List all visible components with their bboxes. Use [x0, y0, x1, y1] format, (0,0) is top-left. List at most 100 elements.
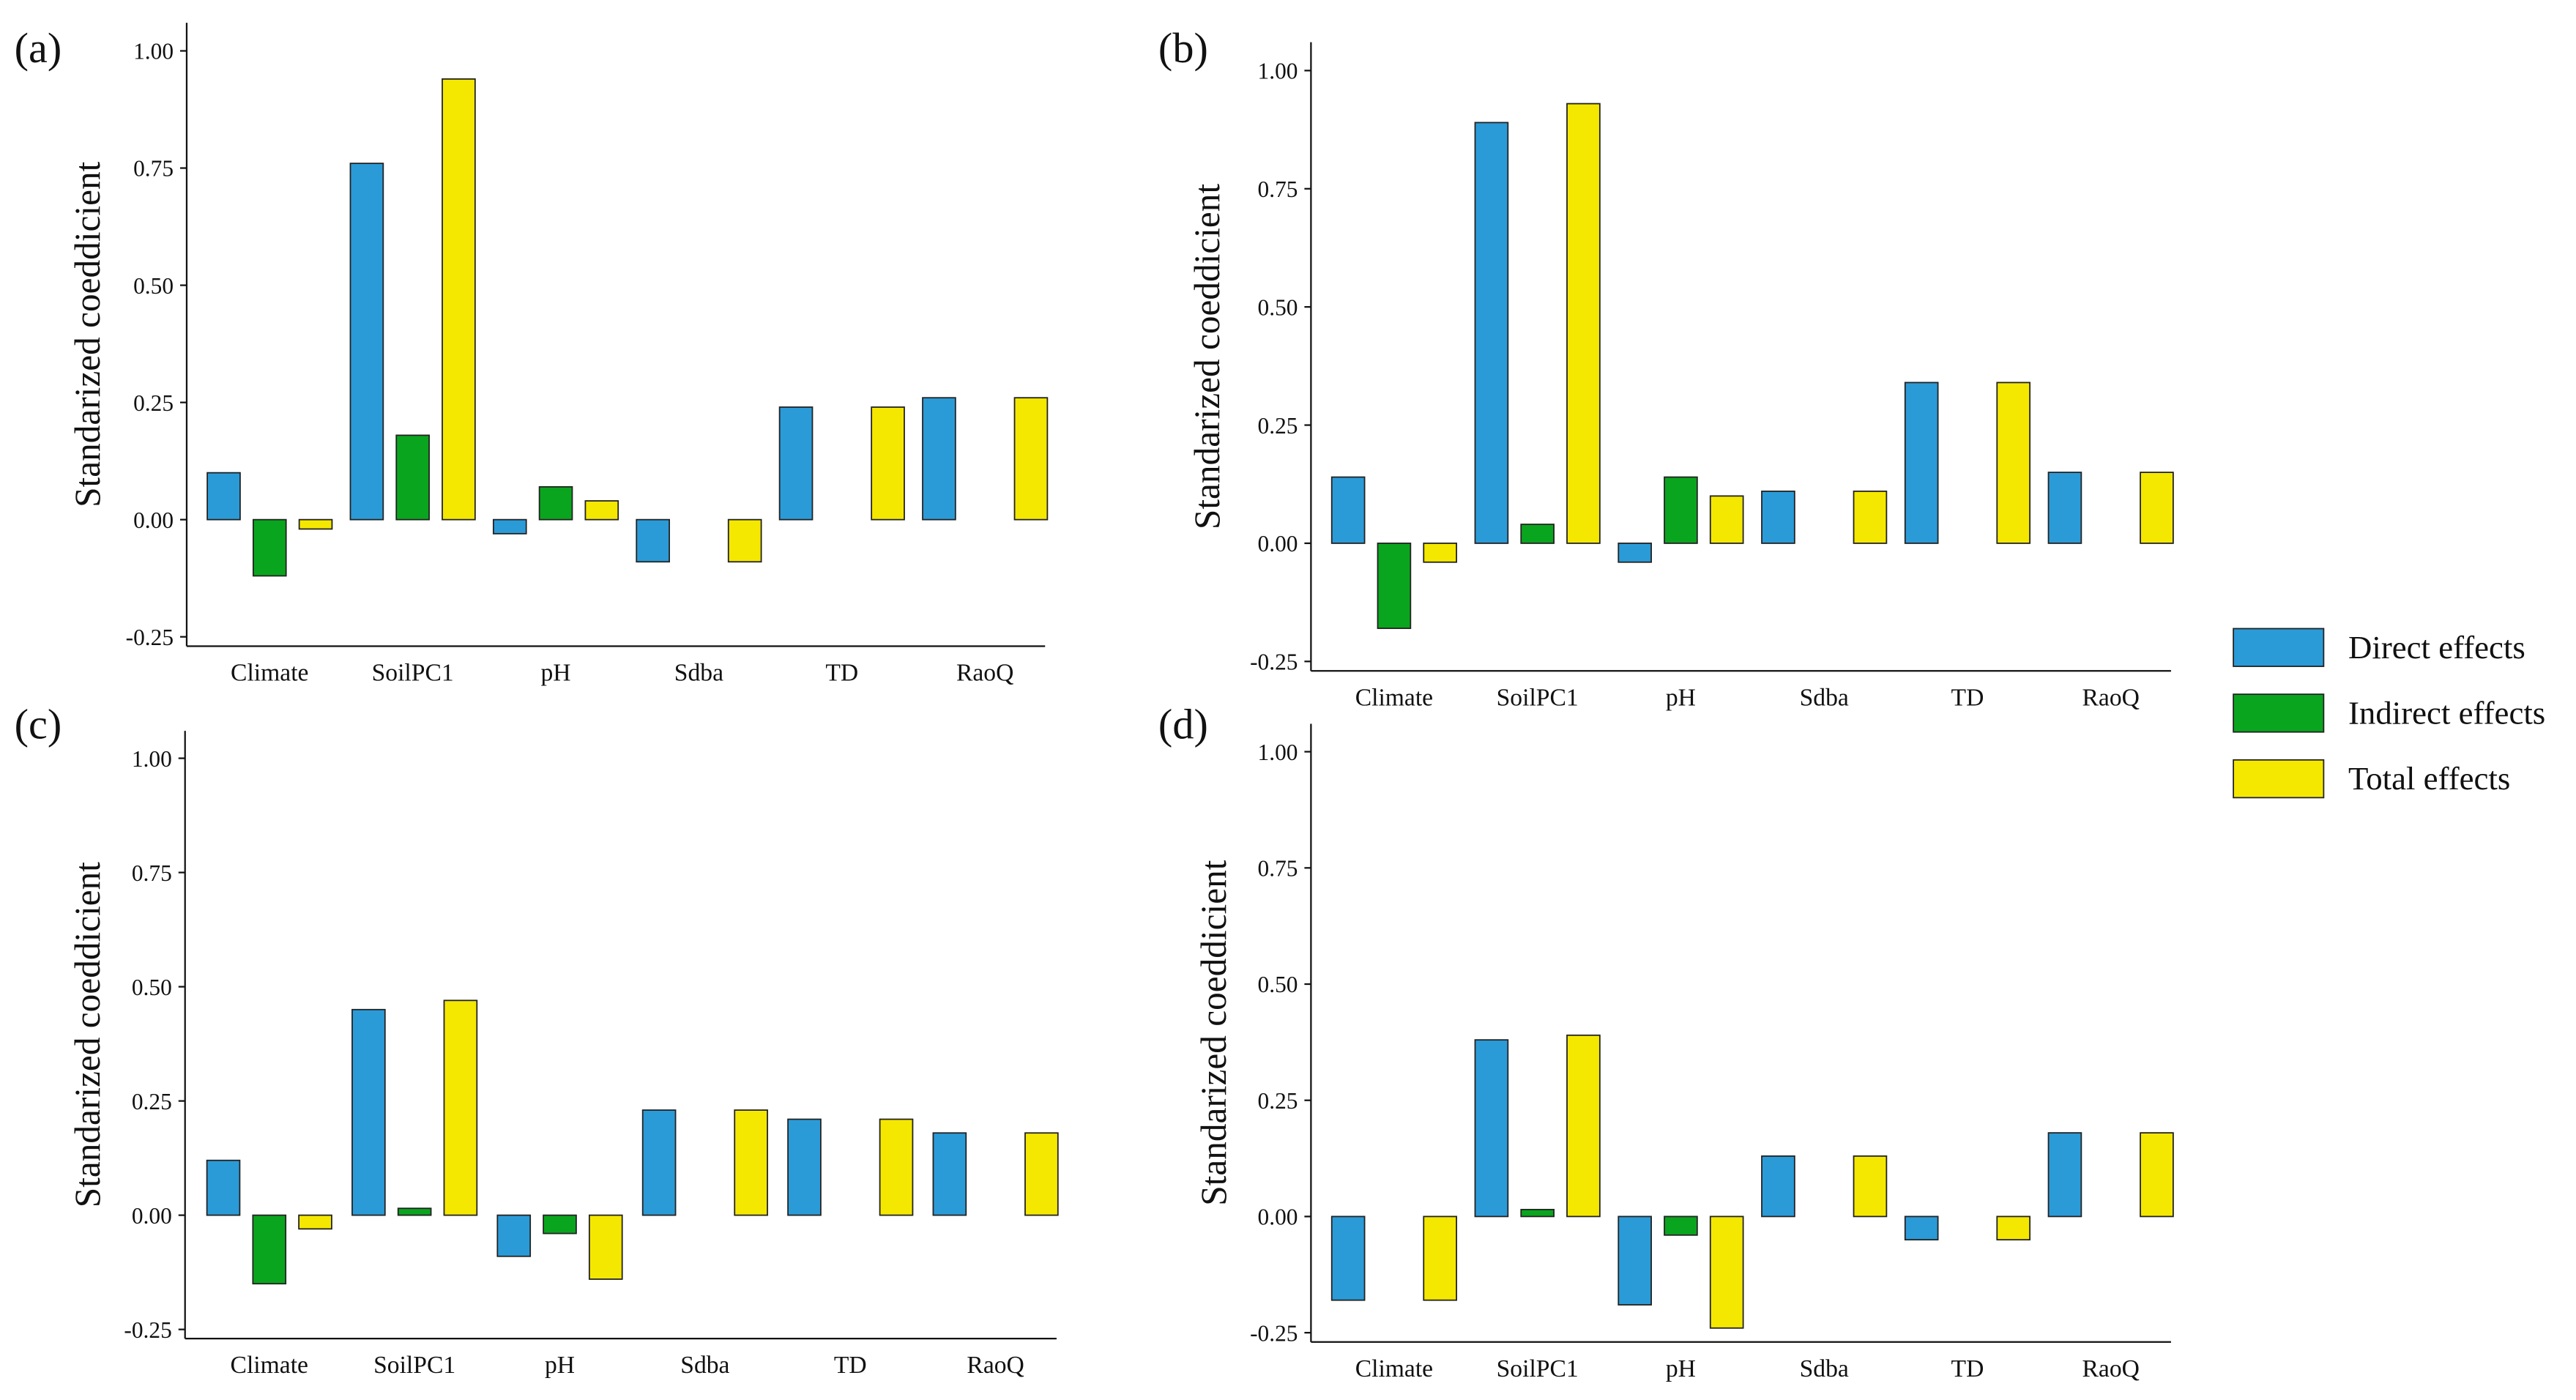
- bar: [298, 1214, 332, 1230]
- bar: [1377, 543, 1412, 630]
- bar: [349, 163, 384, 521]
- x-tick-label: pH: [541, 660, 571, 687]
- bar: [1996, 1215, 2031, 1241]
- bar: [1761, 1155, 1795, 1218]
- bar: [1664, 476, 1698, 544]
- bar: [2140, 1132, 2174, 1218]
- x-tick-label: Climate: [231, 660, 308, 687]
- bar: [1853, 491, 1888, 544]
- y-tick-label: 0.75: [1258, 856, 1298, 882]
- y-tick-label: -0.25: [1250, 1320, 1298, 1346]
- panel-label: (d): [1158, 701, 1208, 748]
- bar: [584, 500, 619, 521]
- y-axis-label: Standarized coeddicient: [67, 161, 108, 507]
- bar: [351, 1008, 386, 1216]
- bar: [1330, 476, 1366, 544]
- panel-label: (b): [1158, 24, 1208, 72]
- bar: [1566, 1034, 1601, 1218]
- x-tick-label: Sdba: [1800, 684, 1849, 711]
- x-tick-label: Climate: [1355, 1355, 1433, 1382]
- bar: [588, 1214, 623, 1280]
- bar: [496, 1214, 532, 1257]
- y-tick-label: 0.00: [1258, 531, 1298, 556]
- x-tick-label: RaoQ: [2082, 1355, 2139, 1382]
- y-tick-label: -0.25: [126, 625, 174, 650]
- bar: [1566, 103, 1601, 544]
- bar: [1761, 491, 1795, 544]
- bar: [641, 1109, 677, 1216]
- bar: [778, 406, 814, 521]
- bar: [1520, 1208, 1555, 1218]
- y-axis-label: Standarized coeddicient: [67, 862, 108, 1208]
- y-tick-label: -0.25: [1250, 649, 1298, 675]
- panel-label: (a): [15, 24, 62, 72]
- y-tick-label: 0.00: [1258, 1204, 1298, 1230]
- bar: [879, 1118, 914, 1216]
- bar: [1013, 397, 1049, 521]
- bar: [734, 1109, 768, 1216]
- bar: [922, 397, 956, 521]
- bar: [787, 1118, 822, 1216]
- bar: [1330, 1215, 1366, 1301]
- x-tick-label: RaoQ: [2082, 684, 2139, 711]
- bar: [1618, 1215, 1652, 1306]
- bar: [2140, 472, 2174, 544]
- y-tick-label: 0.50: [1258, 972, 1298, 997]
- y-tick-label: 0.50: [133, 273, 174, 299]
- y-tick-label: 0.50: [1258, 294, 1298, 320]
- legend-swatch: [2233, 693, 2325, 733]
- bar: [2047, 1132, 2082, 1218]
- x-tick-label: SoilPC1: [372, 660, 454, 687]
- bar: [1904, 381, 1939, 544]
- y-tick-label: -0.25: [124, 1317, 171, 1343]
- bar: [1853, 1155, 1888, 1218]
- bar: [397, 1207, 432, 1216]
- bar: [206, 472, 241, 521]
- bar: [932, 1132, 967, 1216]
- bar: [727, 518, 762, 563]
- bar: [252, 1214, 287, 1285]
- bar: [1709, 1215, 1744, 1329]
- bar: [871, 406, 905, 521]
- y-tick-label: 0.00: [132, 1203, 172, 1229]
- y-axis-label: Standarized coeddicient: [1194, 860, 1234, 1206]
- y-tick-label: 0.25: [133, 390, 174, 416]
- x-tick-label: SoilPC1: [1497, 1355, 1579, 1382]
- y-tick-label: 0.25: [132, 1089, 172, 1114]
- x-tick-label: TD: [1951, 684, 1984, 711]
- y-tick-label: 0.50: [132, 975, 172, 1000]
- bar: [538, 485, 573, 521]
- bar: [543, 1214, 577, 1235]
- x-tick-label: SoilPC1: [373, 1352, 455, 1379]
- bar: [442, 78, 476, 521]
- bar: [1423, 1215, 1457, 1301]
- bar: [1520, 524, 1555, 544]
- y-tick-label: 0.75: [1258, 176, 1298, 202]
- x-tick-label: RaoQ: [956, 660, 1013, 687]
- bar: [636, 518, 670, 563]
- legend-label: Total effects: [2348, 760, 2510, 797]
- bar: [206, 1159, 241, 1216]
- x-tick-label: TD: [1951, 1355, 1984, 1382]
- x-tick-label: SoilPC1: [1497, 684, 1579, 711]
- bar: [1024, 1132, 1059, 1216]
- bar: [1904, 1215, 1939, 1241]
- bar: [1618, 543, 1652, 563]
- x-tick-label: pH: [1666, 684, 1696, 711]
- y-tick-label: 0.75: [132, 860, 172, 886]
- y-tick-label: 1.00: [1258, 59, 1298, 84]
- bar: [492, 518, 527, 535]
- bar: [1996, 381, 2031, 544]
- y-tick-label: 1.00: [133, 39, 174, 64]
- x-tick-label: TD: [834, 1352, 867, 1379]
- x-tick-label: Climate: [1355, 684, 1433, 711]
- bar: [2047, 472, 2082, 544]
- bar: [1423, 543, 1457, 563]
- bar: [395, 434, 430, 521]
- panel-label: (c): [15, 701, 62, 748]
- legend-swatch: [2233, 628, 2325, 667]
- x-tick-label: Climate: [231, 1352, 308, 1379]
- y-tick-label: 0.25: [1258, 1088, 1298, 1114]
- y-axis-label: Standarized coeddicient: [1187, 184, 1227, 530]
- x-tick-label: pH: [1666, 1355, 1696, 1382]
